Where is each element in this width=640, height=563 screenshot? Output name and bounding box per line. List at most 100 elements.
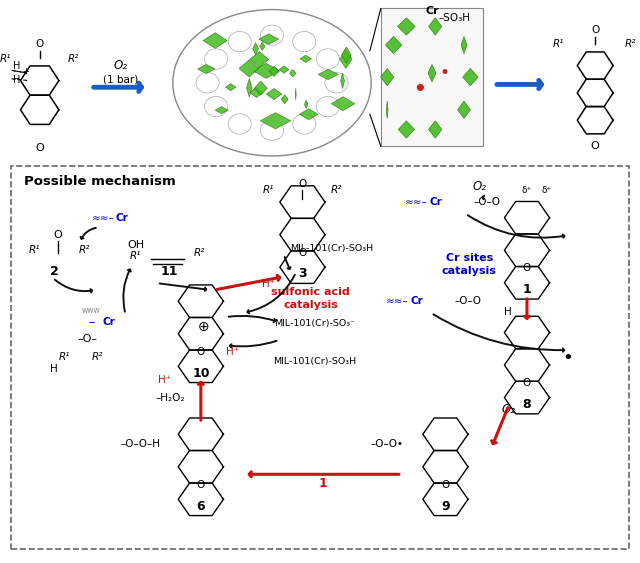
Polygon shape <box>385 37 402 53</box>
Text: O: O <box>196 347 205 356</box>
Text: Cr: Cr <box>425 6 439 16</box>
Text: δ⁺: δ⁺ <box>542 186 552 195</box>
Polygon shape <box>253 63 280 78</box>
Text: R¹: R¹ <box>263 185 275 195</box>
Polygon shape <box>250 87 263 97</box>
Polygon shape <box>290 70 296 77</box>
Text: Cr: Cr <box>429 197 442 207</box>
Polygon shape <box>305 100 308 109</box>
Text: H: H <box>13 61 20 72</box>
Text: 6: 6 <box>196 499 205 513</box>
Text: R¹: R¹ <box>0 54 11 64</box>
Text: –O–O•: –O–O• <box>370 439 403 449</box>
Text: O₂: O₂ <box>473 180 487 193</box>
Text: H: H <box>504 307 512 317</box>
Polygon shape <box>225 84 236 91</box>
Text: ≈≈–: ≈≈– <box>405 197 428 207</box>
Polygon shape <box>266 88 282 100</box>
Polygon shape <box>246 79 252 97</box>
Polygon shape <box>340 73 344 88</box>
Text: –O–O–H: –O–O–H <box>120 439 161 449</box>
Polygon shape <box>429 121 442 138</box>
Text: H: H <box>49 364 58 374</box>
Text: R¹: R¹ <box>59 352 70 362</box>
Text: –O–: –O– <box>78 334 98 344</box>
Text: O: O <box>523 378 531 388</box>
Text: O: O <box>298 248 307 257</box>
Text: R¹: R¹ <box>552 39 564 49</box>
Polygon shape <box>381 69 394 86</box>
Text: O: O <box>36 39 44 49</box>
Text: sulfonic acid
catalysis: sulfonic acid catalysis <box>271 287 350 310</box>
Text: –: – <box>88 316 94 329</box>
Polygon shape <box>253 43 259 55</box>
Polygon shape <box>340 50 352 68</box>
Polygon shape <box>332 97 355 111</box>
Text: •: • <box>562 348 573 367</box>
Polygon shape <box>269 66 279 77</box>
Text: MIL-101(Cr)-SO₃⁻: MIL-101(Cr)-SO₃⁻ <box>275 319 356 328</box>
Text: O: O <box>196 480 205 490</box>
Polygon shape <box>428 65 436 82</box>
Text: H⁺: H⁺ <box>225 347 239 356</box>
Text: 1: 1 <box>523 283 531 296</box>
Text: δ⁺: δ⁺ <box>522 186 532 195</box>
Text: O: O <box>35 143 44 153</box>
Polygon shape <box>429 18 442 35</box>
Polygon shape <box>458 101 470 118</box>
Text: www: www <box>82 306 100 315</box>
Text: H: H <box>13 75 20 85</box>
Text: O: O <box>591 25 599 35</box>
Text: 2: 2 <box>51 265 59 278</box>
Text: –SO₃H: –SO₃H <box>438 13 470 23</box>
Text: O: O <box>298 179 307 189</box>
Text: •: • <box>440 64 450 82</box>
Polygon shape <box>198 64 215 74</box>
FancyBboxPatch shape <box>381 8 483 146</box>
Text: 8: 8 <box>523 398 531 411</box>
Polygon shape <box>342 47 351 63</box>
Text: +: + <box>22 67 29 76</box>
Polygon shape <box>255 81 268 95</box>
Text: 3: 3 <box>298 267 307 280</box>
Polygon shape <box>260 113 291 129</box>
Text: –O–O: –O–O <box>473 197 500 207</box>
Polygon shape <box>463 69 478 86</box>
Text: H⁺: H⁺ <box>262 279 275 289</box>
Text: R²: R² <box>79 245 90 255</box>
Text: –H₂O₂: –H₂O₂ <box>156 392 186 403</box>
Text: MIL-101(Cr)-SO₃H: MIL-101(Cr)-SO₃H <box>273 357 356 366</box>
Polygon shape <box>259 34 278 44</box>
Text: R²: R² <box>68 54 79 64</box>
Text: O₂: O₂ <box>501 403 515 416</box>
Text: Possible mechanism: Possible mechanism <box>24 175 176 188</box>
Text: R¹: R¹ <box>28 245 40 255</box>
Text: MIL-101(Cr)-SO₃H: MIL-101(Cr)-SO₃H <box>290 244 373 253</box>
Text: O: O <box>523 263 531 273</box>
Text: Cr: Cr <box>102 318 115 327</box>
Text: O: O <box>591 141 600 151</box>
Text: R¹: R¹ <box>129 251 141 261</box>
Text: ≈≈–: ≈≈– <box>92 213 115 223</box>
Text: R²: R² <box>625 39 636 49</box>
Polygon shape <box>397 18 415 35</box>
Polygon shape <box>318 69 338 80</box>
Polygon shape <box>387 101 388 118</box>
Text: Cr: Cr <box>410 296 423 306</box>
Text: H⁺: H⁺ <box>158 376 171 385</box>
Text: O: O <box>54 230 62 240</box>
Polygon shape <box>215 106 228 114</box>
Text: ≈≈–: ≈≈– <box>387 296 409 306</box>
Polygon shape <box>300 55 312 62</box>
Polygon shape <box>250 52 269 67</box>
Polygon shape <box>260 42 265 51</box>
Polygon shape <box>239 60 259 77</box>
Polygon shape <box>282 95 288 104</box>
Text: Cr sites
catalysis: Cr sites catalysis <box>442 253 497 276</box>
Text: 10: 10 <box>192 367 209 379</box>
Polygon shape <box>279 66 289 73</box>
Text: 1: 1 <box>319 477 328 490</box>
Text: R²: R² <box>92 352 103 362</box>
Text: R²: R² <box>193 248 205 258</box>
Polygon shape <box>300 109 318 119</box>
